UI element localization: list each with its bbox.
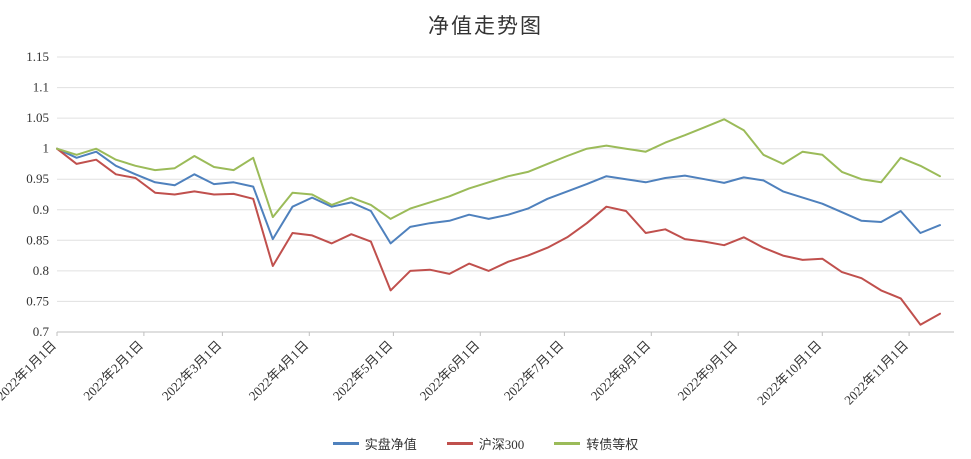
svg-text:2022年1月1日: 2022年1月1日 bbox=[0, 338, 59, 404]
svg-text:2022年11月1日: 2022年11月1日 bbox=[841, 338, 911, 408]
svg-text:2022年4月1日: 2022年4月1日 bbox=[246, 338, 312, 404]
svg-text:2022年10月1日: 2022年10月1日 bbox=[754, 338, 824, 408]
svg-text:2022年8月1日: 2022年8月1日 bbox=[588, 338, 654, 404]
svg-text:1: 1 bbox=[43, 141, 50, 156]
svg-text:2022年6月1日: 2022年6月1日 bbox=[417, 338, 483, 404]
svg-text:0.8: 0.8 bbox=[33, 263, 49, 278]
svg-text:2022年5月1日: 2022年5月1日 bbox=[330, 338, 396, 404]
legend-item-portfolio[interactable]: 实盘净值 bbox=[332, 434, 417, 453]
csi300-line-marker bbox=[446, 442, 473, 445]
legend-item-csi300[interactable]: 沪深300 bbox=[446, 434, 525, 453]
chart-legend: 实盘净值 沪深300 转债等权 bbox=[0, 434, 971, 453]
convertible-line-marker bbox=[554, 442, 581, 445]
svg-text:0.7: 0.7 bbox=[33, 324, 50, 339]
legend-label-portfolio: 实盘净值 bbox=[364, 437, 417, 452]
portfolio-line-marker bbox=[332, 442, 359, 445]
chart-title: 净值走势图 bbox=[428, 14, 543, 38]
svg-text:2022年3月1日: 2022年3月1日 bbox=[159, 338, 225, 404]
svg-text:2022年9月1日: 2022年9月1日 bbox=[675, 338, 741, 404]
svg-text:1.1: 1.1 bbox=[33, 80, 49, 95]
svg-text:2022年2月1日: 2022年2月1日 bbox=[80, 338, 146, 404]
svg-text:2022年7月1日: 2022年7月1日 bbox=[501, 338, 567, 404]
chart-svg: 0.7 0.75 0.8 0.85 0.9 0.95 1 1.05 1.1 1.15 2022年1月… bbox=[0, 49, 954, 408]
svg-text:0.75: 0.75 bbox=[26, 293, 49, 308]
svg-text:0.85: 0.85 bbox=[26, 232, 49, 247]
svg-text:0.95: 0.95 bbox=[26, 171, 49, 186]
svg-text:0.9: 0.9 bbox=[33, 202, 49, 217]
svg-text:1.05: 1.05 bbox=[26, 110, 49, 125]
legend-label-csi300: 沪深300 bbox=[478, 437, 525, 452]
legend-item-convertible[interactable]: 转债等权 bbox=[554, 434, 638, 453]
svg-text:1.15: 1.15 bbox=[26, 49, 49, 64]
legend-label-convertible: 转债等权 bbox=[586, 437, 639, 452]
